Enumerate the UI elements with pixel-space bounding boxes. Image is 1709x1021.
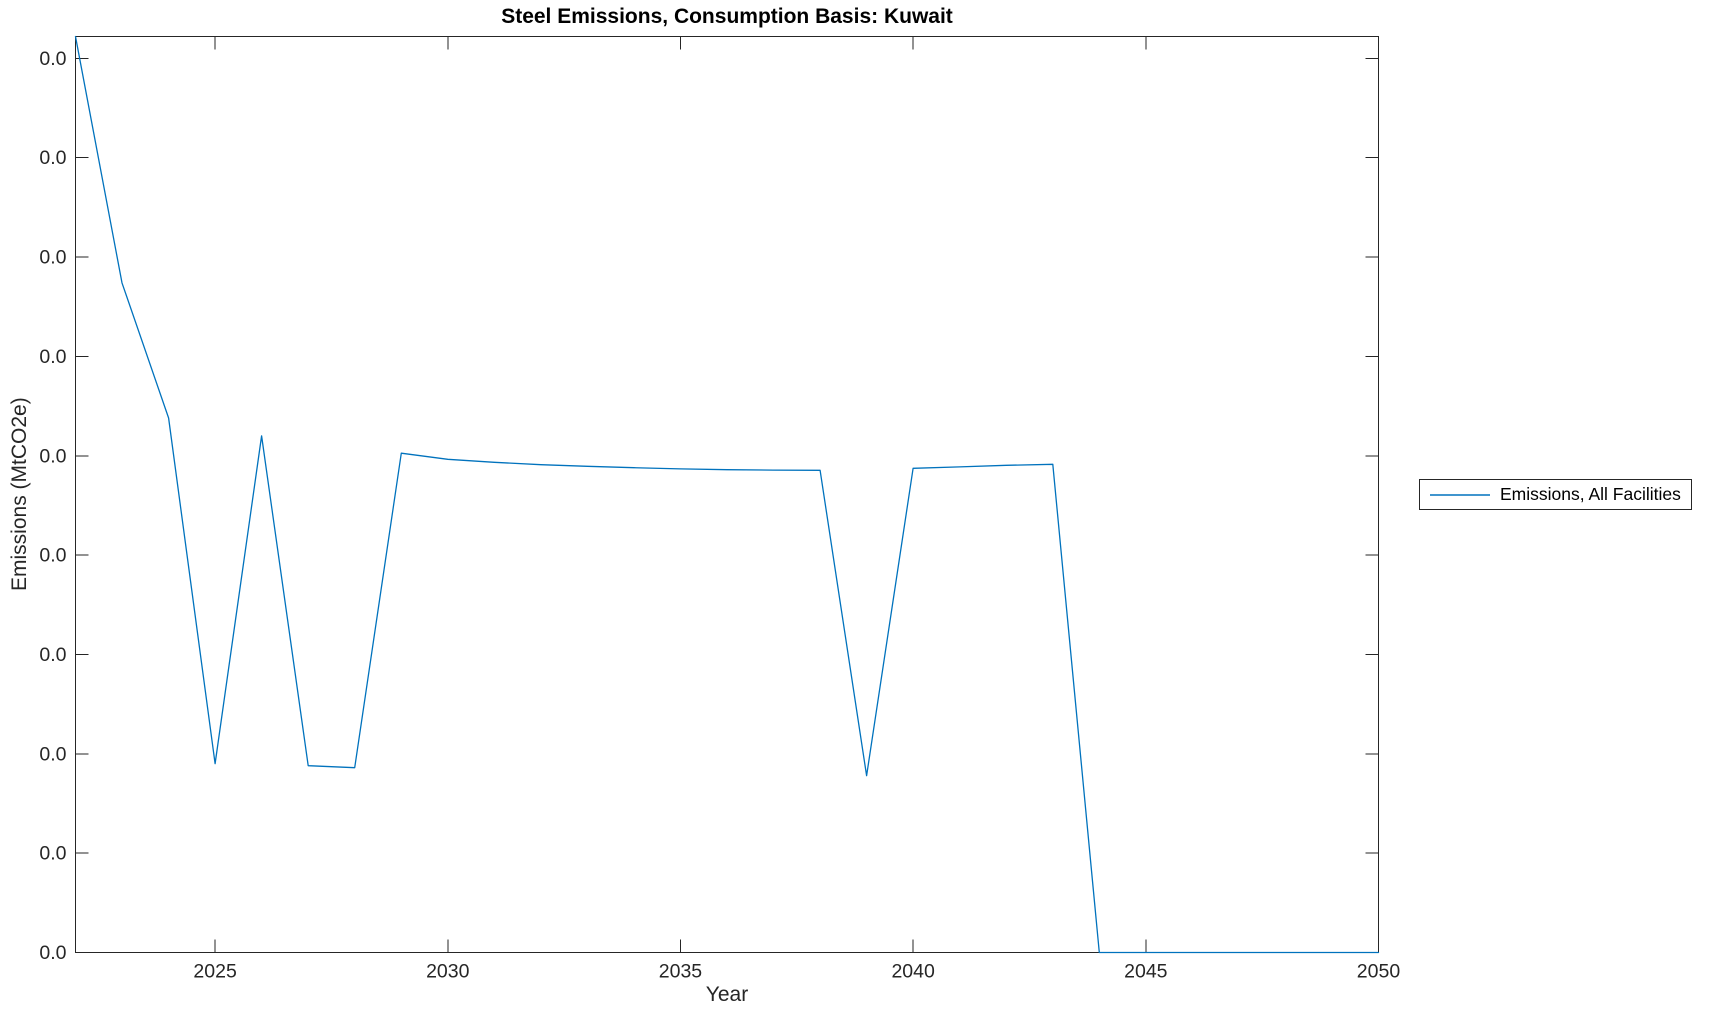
x-tick-label: 2050 <box>1357 961 1401 983</box>
x-tick-label: 2045 <box>1124 961 1168 983</box>
y-tick-label: 0.0 <box>39 942 66 964</box>
y-tick-label: 0.0 <box>39 48 66 70</box>
legend-line-icon <box>1429 493 1491 497</box>
legend-entry-label: Emissions, All Facilities <box>1500 484 1681 504</box>
x-tick-label: 2030 <box>426 961 470 983</box>
legend: Emissions, All Facilities <box>1419 479 1692 510</box>
y-tick-label: 0.0 <box>39 644 66 666</box>
y-tick-label: 0.0 <box>39 743 66 765</box>
y-tick-label: 0.0 <box>39 843 66 865</box>
x-axis-label: Year <box>705 983 749 1006</box>
y-tick-label: 0.0 <box>39 247 66 269</box>
x-tick-label: 2025 <box>193 961 237 983</box>
y-tick-label: 0.0 <box>39 545 66 567</box>
x-tick-label: 2040 <box>891 961 935 983</box>
y-tick-label: 0.0 <box>39 445 66 467</box>
chart-title: Steel Emissions, Consumption Basis: Kuwa… <box>501 5 953 28</box>
y-tick-label: 0.0 <box>39 346 66 368</box>
plot-border <box>75 36 1379 953</box>
emissions-series-line <box>74 35 1380 954</box>
x-tick-label: 2035 <box>659 961 703 983</box>
y-tick-label: 0.0 <box>39 147 66 169</box>
